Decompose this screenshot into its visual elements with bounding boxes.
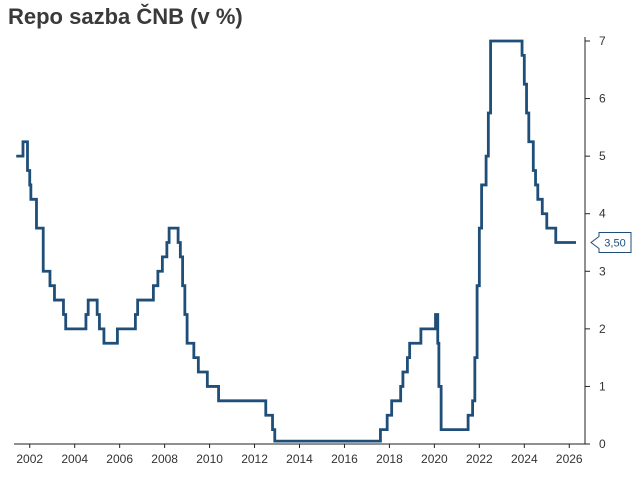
repo-rate-line: [16, 39, 577, 443]
last-value-box: [590, 232, 632, 253]
x-tick-label: 2004: [61, 452, 88, 466]
x-tick-label: 2010: [196, 452, 223, 466]
x-tick-label: 2022: [466, 452, 493, 466]
last-value-marker: 3,50: [590, 232, 632, 253]
y-tick-label: 0: [599, 437, 606, 451]
y-tick-label: 2: [599, 322, 606, 336]
x-tick-label: 2006: [106, 452, 133, 466]
x-tick-label: 2008: [151, 452, 178, 466]
y-axis: 0 1 2 3 4 5 6 7: [584, 34, 606, 451]
y-tick-label: 4: [599, 207, 606, 221]
x-tick-label: 2026: [556, 452, 583, 466]
y-tick-label: 5: [599, 149, 606, 163]
x-axis: 2002 2004 2006 2008 2010 2012 2014 2016 2018 2020…: [14, 443, 585, 466]
series-layer: [16, 39, 577, 443]
y-tick-label: 3: [599, 264, 606, 278]
x-tick-label: 2016: [331, 452, 358, 466]
x-tick-label: 2012: [241, 452, 268, 466]
x-tick-label: 2002: [16, 452, 43, 466]
y-tick-label: 6: [599, 92, 606, 106]
chart-title: Repo sazba ČNB (v %): [8, 4, 243, 29]
y-tick-label: 7: [599, 34, 606, 48]
x-tick-label: 2018: [376, 452, 403, 466]
x-tick-label: 2014: [286, 452, 313, 466]
y-tick-label: 1: [599, 379, 606, 393]
last-value-label: 3,50: [604, 238, 625, 250]
x-tick-label: 2020: [421, 452, 448, 466]
x-tick-label: 2024: [511, 452, 538, 466]
